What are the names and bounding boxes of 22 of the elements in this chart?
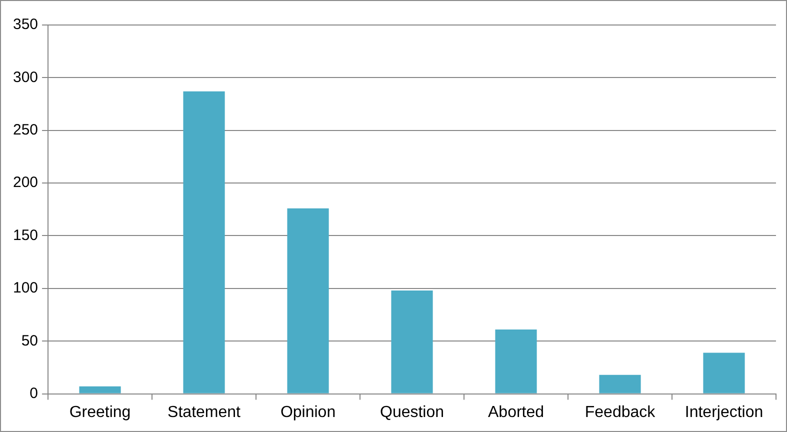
- x-tick-label: Opinion: [280, 404, 336, 421]
- bar: [599, 374, 641, 394]
- bar: [183, 91, 225, 394]
- y-tick-label: 250: [12, 122, 38, 139]
- x-tick-label: Statement: [168, 404, 242, 421]
- x-tick-label: Greeting: [69, 404, 131, 421]
- x-tick-label: Aborted: [488, 404, 544, 421]
- y-tick-label: 100: [12, 280, 38, 297]
- bar: [287, 208, 329, 394]
- y-tick-label: 0: [30, 384, 38, 402]
- bar: [79, 386, 121, 394]
- y-tick-label: 150: [12, 226, 38, 244]
- x-tick-label: Interjection: [684, 404, 764, 421]
- x-tick-label: Question: [380, 404, 444, 421]
- y-tick-label: 300: [12, 68, 38, 86]
- y-tick-label: 350: [12, 16, 38, 34]
- x-tick-label: Feedback: [584, 404, 656, 421]
- bar: [703, 352, 745, 394]
- bar: [391, 290, 433, 394]
- bar: [495, 330, 537, 394]
- y-tick-label: 50: [21, 332, 38, 350]
- y-tick-label: 200: [12, 174, 38, 192]
